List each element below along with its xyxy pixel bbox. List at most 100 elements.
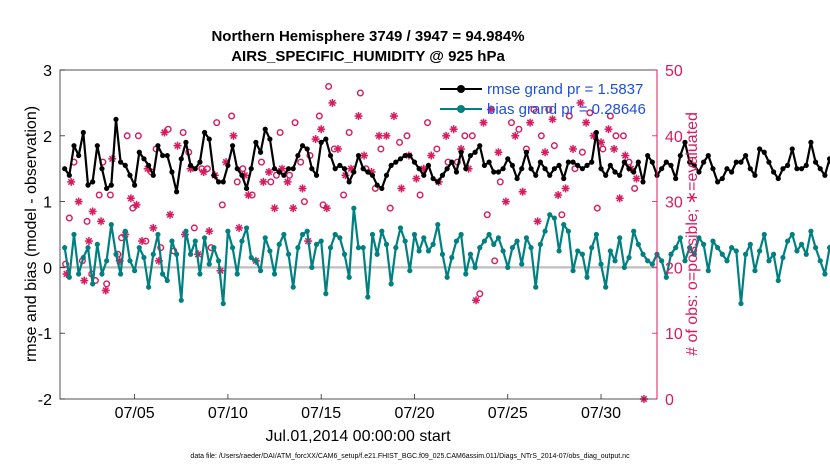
rmse-series-point bbox=[127, 172, 133, 178]
chart-title-line1: Northern Hemisphere 3749 / 3947 = 94.984… bbox=[211, 28, 524, 45]
rmse-series-point bbox=[589, 159, 595, 165]
bias-series-point bbox=[304, 228, 310, 234]
rmse-series-point bbox=[164, 152, 170, 159]
obs-possible-marker bbox=[496, 178, 504, 186]
obs-evaluated-marker bbox=[427, 151, 436, 160]
obs-evaluated-marker bbox=[511, 131, 520, 140]
data-file-footer: data file: /Users/raeder/DAI/ATM_forcXX/… bbox=[190, 453, 630, 460]
bias-series-point bbox=[733, 248, 739, 254]
bias-series-point bbox=[677, 235, 683, 241]
bias-series-point bbox=[150, 251, 156, 257]
rmse-series-point bbox=[94, 143, 100, 149]
bias-series-point bbox=[66, 274, 72, 280]
rmse-series-point bbox=[122, 162, 128, 169]
rmse-series-point bbox=[243, 185, 250, 192]
bias-series-point bbox=[780, 254, 786, 261]
rmse-series-layer bbox=[62, 116, 830, 195]
obs-evaluated-marker bbox=[360, 151, 369, 160]
bias-series-point bbox=[463, 271, 469, 277]
bias-series-point bbox=[537, 241, 543, 247]
bias-series-point bbox=[257, 268, 264, 274]
obs-evaluated-marker bbox=[412, 174, 421, 183]
obs-evaluated-marker bbox=[610, 144, 619, 153]
rmse-series-point bbox=[724, 166, 730, 172]
rmse-series-point bbox=[229, 143, 236, 149]
bias-series-point bbox=[458, 231, 464, 238]
bias-series-point bbox=[276, 241, 282, 247]
obs-possible-marker bbox=[507, 119, 515, 127]
obs-evaluated-marker bbox=[101, 286, 110, 295]
obs-possible-marker bbox=[83, 217, 91, 225]
obs-evaluated-marker bbox=[298, 184, 307, 193]
obs-evaluated-marker bbox=[382, 131, 391, 140]
bias-series-point bbox=[682, 258, 688, 264]
obs-possible-marker bbox=[325, 82, 333, 90]
bias-series-point bbox=[472, 264, 478, 270]
obs-possible-marker bbox=[285, 171, 293, 179]
bias-series-point bbox=[327, 245, 334, 251]
obs-possible-marker bbox=[345, 129, 353, 137]
rmse-series-point bbox=[402, 152, 408, 159]
right-tick-label: 40 bbox=[665, 129, 683, 146]
obs-possible-marker bbox=[190, 224, 198, 232]
bias-series-point bbox=[565, 228, 571, 234]
obs-evaluated-marker bbox=[533, 217, 542, 226]
rmse-series-point bbox=[598, 166, 604, 172]
bias-series-point bbox=[220, 300, 226, 307]
rmse-series-point bbox=[76, 152, 82, 159]
rmse-series-point bbox=[603, 172, 609, 178]
bias-series-point bbox=[784, 238, 791, 244]
obs-evaluated-marker bbox=[160, 128, 169, 137]
rmse-series-point bbox=[514, 175, 520, 182]
bias-series-point bbox=[62, 245, 68, 251]
bias-series-point bbox=[477, 245, 483, 251]
bias-series-point bbox=[355, 245, 362, 251]
bias-series-point bbox=[388, 281, 394, 287]
bias-series-point bbox=[421, 235, 427, 241]
rmse-series-point bbox=[561, 175, 567, 182]
obs-evaluated-marker bbox=[235, 223, 244, 232]
obs-evaluated-marker bbox=[479, 118, 488, 127]
bias-series-point bbox=[290, 284, 296, 290]
bias-series-point bbox=[533, 284, 539, 290]
bias-series-point bbox=[724, 258, 730, 264]
obs-evaluated-marker bbox=[270, 204, 279, 213]
rmse-series-point bbox=[477, 143, 483, 149]
obs-evaluated-marker bbox=[472, 296, 481, 305]
rmse-series-point bbox=[784, 162, 791, 169]
right-axis-ticks: 0 10 20 30 40 50 bbox=[652, 63, 683, 409]
obs-possible-marker bbox=[386, 204, 394, 212]
rmse-series-point bbox=[505, 156, 511, 162]
y-axis-label-left: rmse and bias (model - observation) bbox=[23, 106, 40, 362]
bias-series-point bbox=[90, 281, 96, 287]
right-tick-label: 0 bbox=[665, 392, 674, 409]
rmse-series-point bbox=[71, 143, 77, 149]
bias-series-point bbox=[687, 245, 693, 251]
bias-series-point bbox=[211, 245, 217, 251]
rmse-series-point bbox=[411, 159, 418, 165]
bias-series-point bbox=[118, 271, 124, 277]
rmse-series-point bbox=[281, 172, 287, 178]
obs-evaluated-marker bbox=[569, 144, 578, 153]
bias-series-point bbox=[645, 258, 651, 264]
bias-series-point bbox=[631, 228, 637, 234]
rmse-series-point bbox=[318, 139, 324, 145]
obs-possible-marker bbox=[300, 198, 308, 206]
x-axis-label: Jul.01,2014 00:00:00 start bbox=[265, 428, 451, 445]
obs-evaluated-marker bbox=[486, 105, 495, 114]
bias-series-point bbox=[822, 271, 828, 277]
rmse-series-point bbox=[248, 166, 254, 172]
rmse-series-point bbox=[118, 159, 124, 165]
rmse-series-point bbox=[617, 172, 623, 178]
rmse-series-point bbox=[206, 136, 212, 142]
obs-evaluated-marker bbox=[576, 98, 585, 107]
obs-evaluated-marker bbox=[449, 125, 458, 134]
bias-series-point bbox=[99, 271, 105, 277]
rmse-series-point bbox=[509, 162, 516, 169]
bias-series-point bbox=[299, 231, 306, 238]
rmse-series-point bbox=[425, 162, 432, 169]
bias-series-point bbox=[453, 238, 460, 244]
obs-possible-marker bbox=[416, 191, 424, 199]
